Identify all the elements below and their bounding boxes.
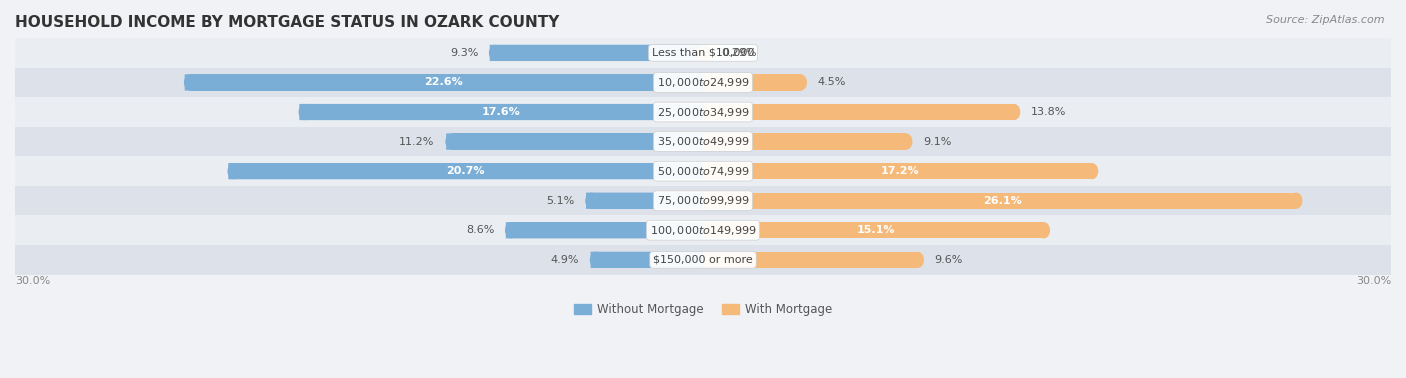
Text: 13.8%: 13.8% <box>1031 107 1066 117</box>
Text: $50,000 to $74,999: $50,000 to $74,999 <box>657 165 749 178</box>
Bar <box>703 104 1014 120</box>
FancyBboxPatch shape <box>228 163 703 179</box>
Text: 20.7%: 20.7% <box>446 166 485 176</box>
Circle shape <box>1289 192 1302 209</box>
Text: 9.6%: 9.6% <box>935 255 963 265</box>
Bar <box>190 74 703 91</box>
Circle shape <box>298 104 311 120</box>
Text: 9.1%: 9.1% <box>924 136 952 147</box>
Bar <box>495 45 703 61</box>
Text: 4.9%: 4.9% <box>551 255 579 265</box>
Text: $35,000 to $49,999: $35,000 to $49,999 <box>657 135 749 148</box>
Text: 11.2%: 11.2% <box>399 136 434 147</box>
Bar <box>305 104 703 120</box>
Text: 17.6%: 17.6% <box>482 107 520 117</box>
Bar <box>15 97 1391 127</box>
Circle shape <box>794 74 807 91</box>
Bar <box>703 192 1296 209</box>
Text: 22.6%: 22.6% <box>425 77 463 87</box>
FancyBboxPatch shape <box>586 192 703 209</box>
Text: 30.0%: 30.0% <box>1355 276 1391 286</box>
Text: 17.2%: 17.2% <box>882 166 920 176</box>
FancyBboxPatch shape <box>184 74 703 91</box>
Text: $100,000 to $149,999: $100,000 to $149,999 <box>650 224 756 237</box>
Bar <box>15 156 1391 186</box>
Circle shape <box>184 74 197 91</box>
Bar <box>15 127 1391 156</box>
Text: 8.6%: 8.6% <box>465 225 495 235</box>
Bar <box>15 215 1391 245</box>
Text: 9.3%: 9.3% <box>450 48 478 58</box>
Text: $75,000 to $99,999: $75,000 to $99,999 <box>657 194 749 207</box>
FancyBboxPatch shape <box>489 45 703 61</box>
Bar <box>512 222 703 239</box>
Legend: Without Mortgage, With Mortgage: Without Mortgage, With Mortgage <box>569 298 837 321</box>
Bar <box>703 163 1092 179</box>
Circle shape <box>489 45 502 61</box>
Bar <box>703 252 918 268</box>
Text: Less than $10,000: Less than $10,000 <box>652 48 754 58</box>
Text: 4.5%: 4.5% <box>818 77 846 87</box>
Bar <box>703 74 800 91</box>
Circle shape <box>591 252 602 268</box>
Bar <box>15 68 1391 97</box>
Bar <box>703 133 907 150</box>
Circle shape <box>505 222 517 239</box>
Text: 15.1%: 15.1% <box>856 225 896 235</box>
Circle shape <box>585 192 598 209</box>
Text: 5.1%: 5.1% <box>547 196 575 206</box>
Bar <box>703 222 1043 239</box>
Circle shape <box>900 133 912 150</box>
Bar <box>592 192 703 209</box>
Text: $25,000 to $34,999: $25,000 to $34,999 <box>657 105 749 119</box>
FancyBboxPatch shape <box>446 133 703 150</box>
Text: $150,000 or more: $150,000 or more <box>654 255 752 265</box>
Text: 26.1%: 26.1% <box>983 196 1022 206</box>
FancyBboxPatch shape <box>591 252 703 268</box>
Circle shape <box>911 252 924 268</box>
Circle shape <box>446 133 458 150</box>
Bar <box>15 245 1391 275</box>
Bar <box>15 186 1391 215</box>
FancyBboxPatch shape <box>506 222 703 239</box>
Circle shape <box>1008 104 1021 120</box>
Circle shape <box>1038 222 1050 239</box>
Text: 30.0%: 30.0% <box>15 276 51 286</box>
Bar <box>451 133 703 150</box>
Bar <box>233 163 703 179</box>
Bar <box>15 38 1391 68</box>
Circle shape <box>1085 163 1098 179</box>
Text: $10,000 to $24,999: $10,000 to $24,999 <box>657 76 749 89</box>
Circle shape <box>228 163 240 179</box>
Text: Source: ZipAtlas.com: Source: ZipAtlas.com <box>1267 15 1385 25</box>
Circle shape <box>697 45 710 61</box>
FancyBboxPatch shape <box>299 104 703 120</box>
Text: HOUSEHOLD INCOME BY MORTGAGE STATUS IN OZARK COUNTY: HOUSEHOLD INCOME BY MORTGAGE STATUS IN O… <box>15 15 560 30</box>
Text: 0.29%: 0.29% <box>721 48 756 58</box>
Bar <box>596 252 703 268</box>
